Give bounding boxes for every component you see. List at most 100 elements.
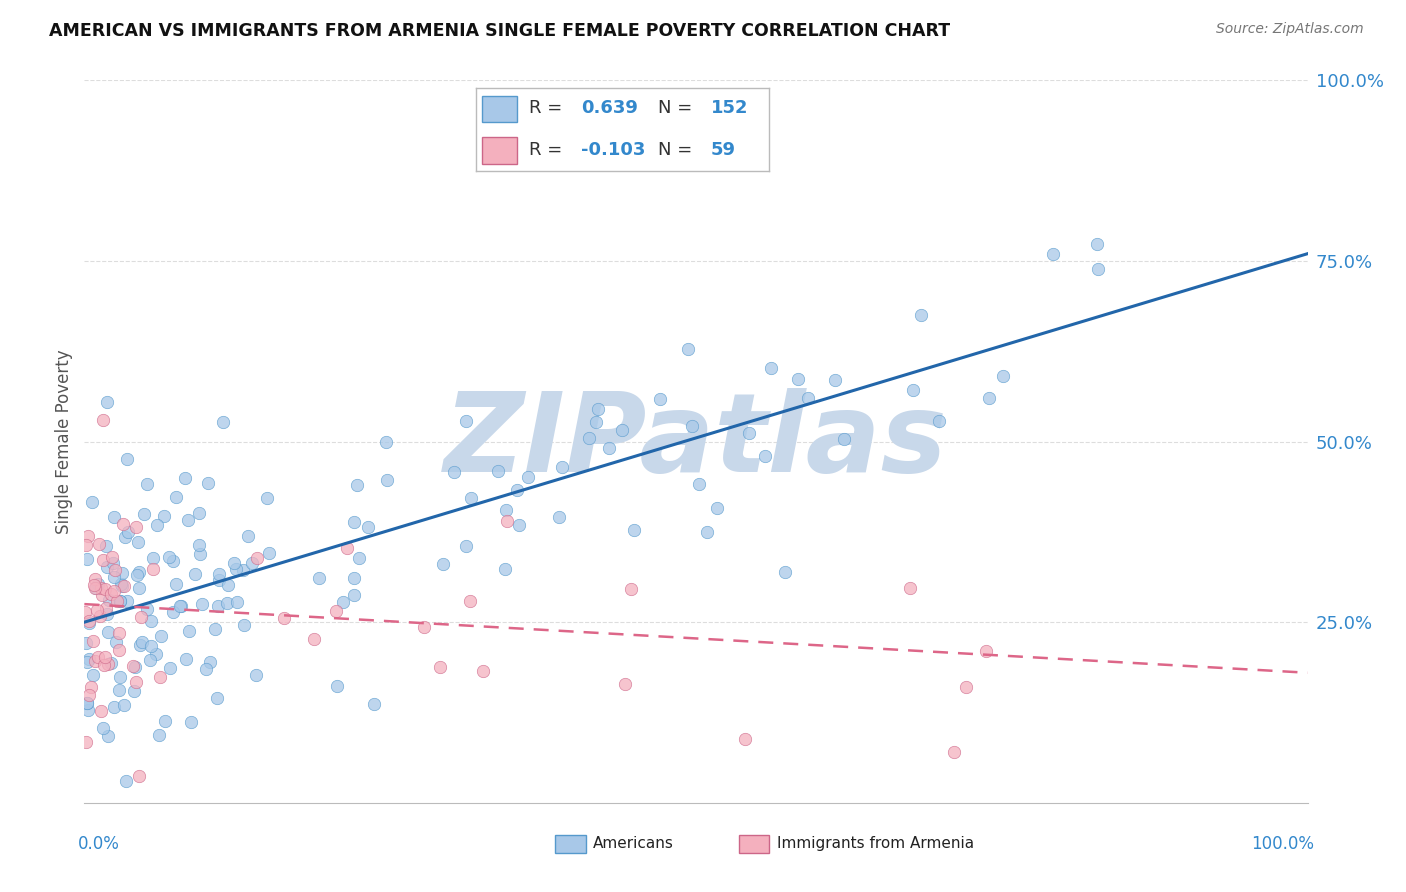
Point xyxy=(796,391,818,405)
Text: Immigrants from Armenia: Immigrants from Armenia xyxy=(776,837,974,852)
Text: ZIPatlas: ZIPatlas xyxy=(444,388,948,495)
Point xyxy=(149,669,172,683)
Point xyxy=(486,464,509,478)
Point xyxy=(96,600,118,615)
Point xyxy=(517,470,540,484)
Point xyxy=(413,620,436,634)
Point xyxy=(681,418,703,433)
Point xyxy=(429,660,451,674)
Point xyxy=(150,629,173,643)
Point xyxy=(471,664,494,678)
Point xyxy=(898,582,921,596)
Point xyxy=(100,587,122,601)
Point xyxy=(94,649,117,664)
Point xyxy=(139,614,162,628)
Point xyxy=(246,551,269,566)
Point xyxy=(910,308,932,322)
Point xyxy=(146,518,169,533)
Point xyxy=(188,547,211,561)
Point xyxy=(494,562,516,576)
Point xyxy=(134,507,156,521)
Point xyxy=(943,745,966,759)
Point xyxy=(96,607,118,621)
Point xyxy=(111,566,134,580)
Point xyxy=(225,561,247,575)
Point xyxy=(901,384,924,398)
Point xyxy=(128,769,150,783)
Point xyxy=(180,714,202,729)
Point xyxy=(233,617,256,632)
Point xyxy=(613,677,636,691)
Text: Source: ZipAtlas.com: Source: ZipAtlas.com xyxy=(1216,22,1364,37)
Point xyxy=(977,391,1000,405)
Point xyxy=(734,731,756,746)
Point xyxy=(198,655,221,669)
Point xyxy=(91,553,114,567)
Point xyxy=(177,624,200,639)
Point xyxy=(103,510,125,524)
Point xyxy=(217,578,239,592)
Point xyxy=(122,659,145,673)
Point xyxy=(93,657,115,672)
Point xyxy=(578,431,600,445)
Point xyxy=(142,562,165,576)
Point xyxy=(96,559,118,574)
Point xyxy=(508,518,530,533)
Point xyxy=(363,697,385,711)
Point xyxy=(127,534,149,549)
Point xyxy=(204,622,226,636)
Point xyxy=(112,698,135,713)
Point xyxy=(77,689,100,703)
Point xyxy=(1085,236,1108,251)
Point xyxy=(97,729,120,743)
Point xyxy=(357,520,380,534)
Point xyxy=(620,582,643,596)
Y-axis label: Single Female Poverty: Single Female Poverty xyxy=(55,350,73,533)
Point xyxy=(75,635,97,649)
Point xyxy=(103,583,125,598)
Point xyxy=(77,615,100,629)
Point xyxy=(122,684,145,698)
Point xyxy=(86,581,108,595)
Point xyxy=(308,571,330,585)
Point xyxy=(83,578,105,592)
Point xyxy=(547,510,569,524)
Point xyxy=(82,668,104,682)
Point xyxy=(107,626,129,640)
Point xyxy=(623,523,645,537)
Point xyxy=(153,714,176,728)
Point xyxy=(108,594,131,608)
Point xyxy=(83,581,105,595)
Point xyxy=(86,650,108,665)
Point xyxy=(302,632,325,646)
Text: Americans: Americans xyxy=(593,837,673,852)
Point xyxy=(240,556,263,570)
Point xyxy=(706,501,728,516)
Point xyxy=(82,634,104,648)
Point xyxy=(506,483,529,497)
Point xyxy=(103,556,125,570)
Point xyxy=(648,392,671,406)
Point xyxy=(148,728,170,742)
Point xyxy=(207,691,229,706)
Point xyxy=(96,539,118,553)
Point xyxy=(101,550,124,565)
Text: AMERICAN VS IMMIGRANTS FROM ARMENIA SINGLE FEMALE POVERTY CORRELATION CHART: AMERICAN VS IMMIGRANTS FROM ARMENIA SING… xyxy=(49,22,950,40)
Point xyxy=(232,563,254,577)
Point xyxy=(117,524,139,539)
Point xyxy=(96,394,118,409)
Point xyxy=(787,372,810,386)
Point xyxy=(112,517,135,532)
Point xyxy=(100,657,122,671)
Point xyxy=(111,579,134,593)
Point xyxy=(824,373,846,387)
Point xyxy=(610,423,633,437)
Point xyxy=(77,652,100,666)
Point xyxy=(676,342,699,356)
Point xyxy=(588,402,610,417)
Point xyxy=(166,490,188,504)
Point xyxy=(142,550,165,565)
Point xyxy=(124,520,146,534)
Point xyxy=(343,588,366,602)
Point xyxy=(75,735,97,749)
